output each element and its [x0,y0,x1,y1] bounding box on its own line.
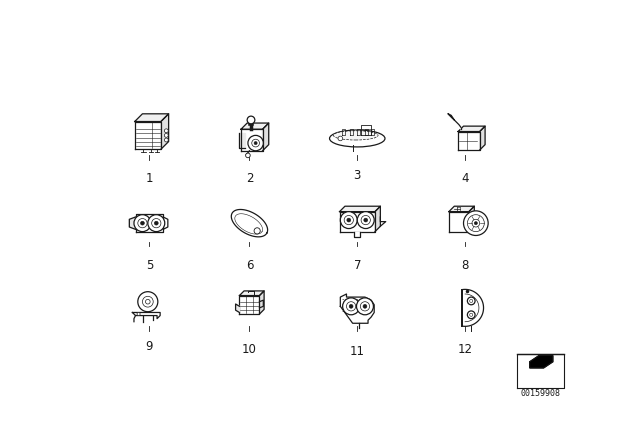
Circle shape [467,311,475,319]
Text: 7: 7 [353,258,361,271]
Polygon shape [340,211,375,232]
Circle shape [349,304,353,308]
Circle shape [154,221,158,225]
Text: 00159908: 00159908 [520,389,561,398]
Circle shape [164,138,168,142]
Circle shape [137,313,140,315]
Circle shape [356,298,373,315]
Polygon shape [259,291,264,314]
Ellipse shape [333,131,378,140]
Polygon shape [375,206,380,232]
Polygon shape [129,217,136,229]
Polygon shape [161,114,168,149]
Polygon shape [530,356,553,368]
Polygon shape [354,232,360,237]
Circle shape [338,136,342,141]
Text: 6: 6 [246,258,253,271]
Text: 4: 4 [461,172,469,185]
Circle shape [467,297,475,305]
Polygon shape [449,211,469,232]
Polygon shape [458,126,485,132]
Circle shape [254,228,260,234]
Circle shape [134,215,151,232]
Text: 5: 5 [146,258,153,271]
Text: 10: 10 [242,343,257,356]
Circle shape [246,153,250,158]
Circle shape [340,211,357,228]
Ellipse shape [330,130,385,147]
Circle shape [357,211,374,228]
Text: 9: 9 [146,340,153,353]
Polygon shape [340,294,374,323]
Polygon shape [241,129,262,151]
Text: 8: 8 [461,258,468,271]
Polygon shape [136,214,163,233]
Circle shape [164,129,168,133]
Circle shape [138,292,158,312]
Polygon shape [239,296,259,314]
Text: 11: 11 [350,345,365,358]
Polygon shape [458,132,480,150]
Polygon shape [448,114,461,129]
Circle shape [141,221,145,225]
Polygon shape [262,123,269,151]
Circle shape [474,222,477,225]
Polygon shape [231,210,268,237]
Circle shape [463,211,488,236]
Circle shape [148,215,164,232]
Polygon shape [236,304,239,313]
Circle shape [248,135,263,151]
Polygon shape [462,289,484,326]
Text: 3: 3 [353,169,361,182]
Polygon shape [132,313,160,319]
Circle shape [254,142,257,145]
Polygon shape [469,206,474,232]
Polygon shape [449,206,474,211]
Text: 1: 1 [146,172,153,185]
Polygon shape [135,121,161,149]
Circle shape [247,116,255,124]
Polygon shape [239,291,264,296]
Text: 2: 2 [246,172,253,185]
Circle shape [164,134,168,137]
Polygon shape [239,133,245,148]
Polygon shape [340,206,380,211]
Polygon shape [135,114,168,121]
Polygon shape [241,123,269,129]
Circle shape [363,304,367,308]
Circle shape [364,218,367,222]
Circle shape [347,218,351,222]
Polygon shape [480,126,485,150]
Text: 12: 12 [458,343,472,356]
Circle shape [342,298,360,315]
